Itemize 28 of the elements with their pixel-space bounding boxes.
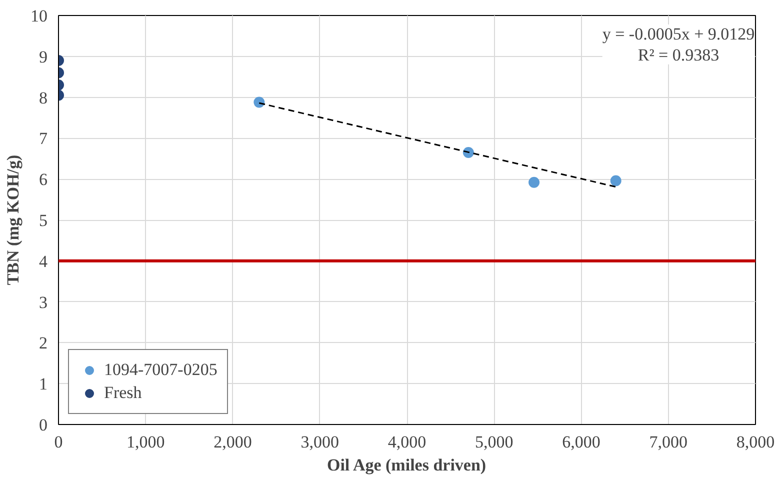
y-tick-label: 5 [39, 211, 48, 230]
x-tick-label: 8,000 [736, 432, 775, 452]
point [610, 175, 622, 186]
x-tick-label: 4,000 [388, 432, 426, 452]
y-tick-label: 2 [39, 334, 48, 353]
x-tick-label: 6,000 [562, 432, 600, 452]
annotation: y = -0.0005x + 9.0129 R² = 0.9383 [602, 24, 755, 64]
x-tick-label: 0 [54, 432, 63, 452]
y-tick-label: 6 [39, 170, 48, 190]
y-tick-label: 4 [39, 252, 48, 271]
x-tick-label: 5,000 [475, 432, 514, 452]
y-tick-label: 0 [39, 416, 48, 434]
y-tick-label: 7 [39, 129, 48, 148]
legend-label: Fresh [104, 383, 142, 403]
y-tick-label: 1 [39, 374, 48, 394]
legend-label: 1094-7007-0205 [104, 360, 218, 380]
y-tick-label: 9 [39, 47, 48, 66]
y-tick-label: 8 [39, 88, 48, 108]
x-tick-label: 3,000 [300, 432, 339, 452]
x-tick-label: 2,000 [214, 432, 252, 452]
x-tick-label: 7,000 [649, 432, 688, 452]
y-tick-label: 10 [30, 6, 48, 26]
x-axis-title: Oil Age (miles driven) [326, 456, 486, 474]
y-axis-title: TBN (mg KOH/g) [4, 154, 22, 286]
point [254, 96, 265, 108]
x-tick-label: 1,000 [126, 432, 165, 452]
point [528, 176, 540, 188]
y-tick-label: 3 [39, 292, 48, 312]
